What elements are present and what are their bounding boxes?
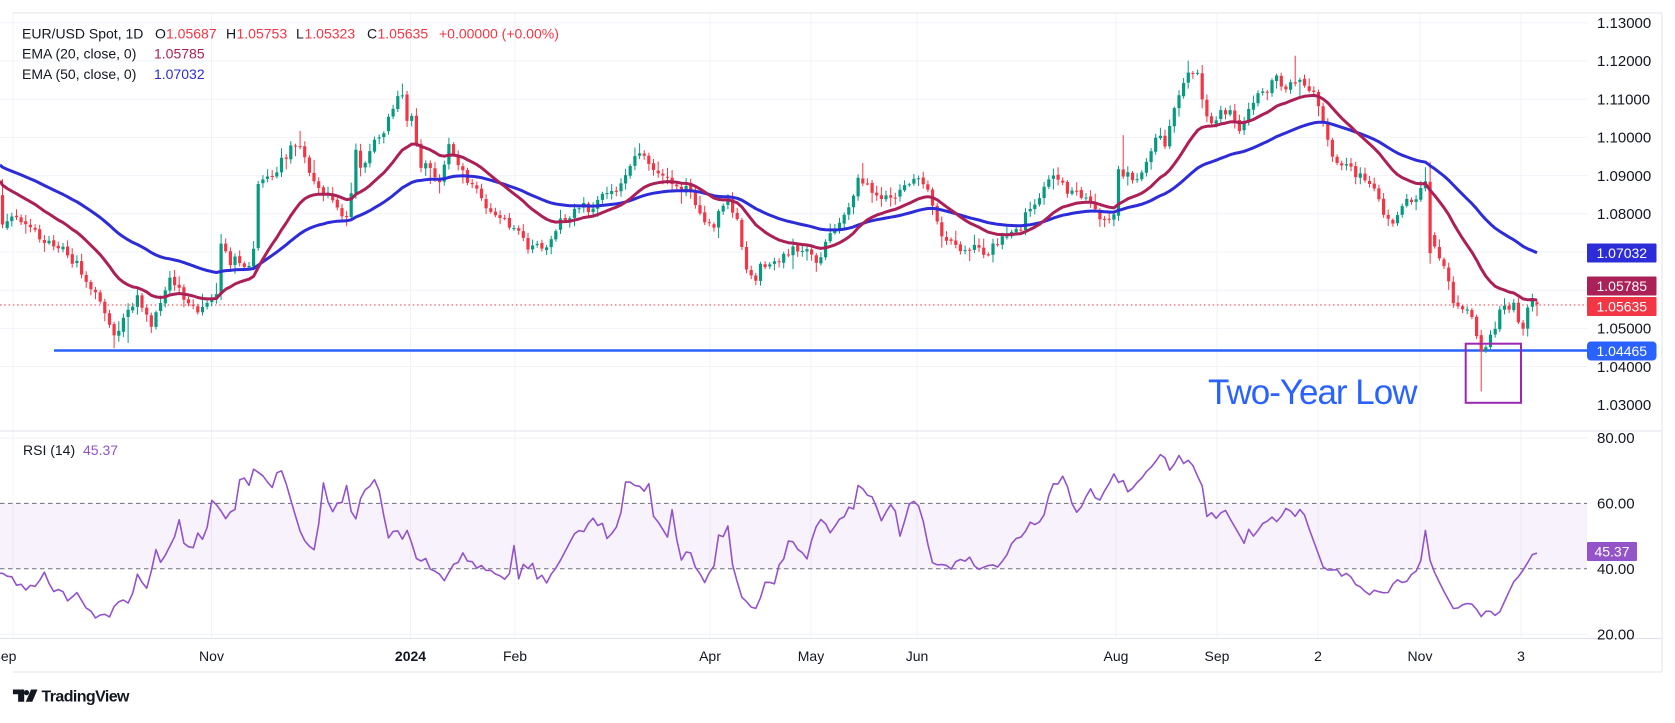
svg-text:EUR/USD Spot, 1D: EUR/USD Spot, 1D xyxy=(22,26,143,42)
svg-text:RSI (14): RSI (14) xyxy=(23,442,75,458)
svg-text:Aug: Aug xyxy=(1104,648,1129,664)
svg-text:1.04465: 1.04465 xyxy=(1596,343,1647,359)
svg-text:1.05000: 1.05000 xyxy=(1597,321,1651,338)
svg-text:C: C xyxy=(367,26,377,42)
svg-text:3: 3 xyxy=(1517,648,1525,664)
svg-text:60.00: 60.00 xyxy=(1597,496,1635,513)
svg-text:Apr: Apr xyxy=(699,648,721,664)
svg-text:1.12000: 1.12000 xyxy=(1597,53,1651,70)
svg-text:1.05753: 1.05753 xyxy=(237,26,288,42)
svg-text:Nov: Nov xyxy=(1408,648,1433,664)
svg-text:EMA (20, close, 0): EMA (20, close, 0) xyxy=(22,46,136,62)
svg-text:80.00: 80.00 xyxy=(1597,430,1635,447)
svg-text:Feb: Feb xyxy=(503,648,527,664)
svg-text:1.05687: 1.05687 xyxy=(166,26,217,42)
svg-text:1.05635: 1.05635 xyxy=(378,26,429,42)
svg-text:40.00: 40.00 xyxy=(1597,561,1635,578)
svg-text:O: O xyxy=(155,26,166,42)
svg-text:1.04000: 1.04000 xyxy=(1597,359,1651,376)
svg-text:+0.00000 (+0.00%): +0.00000 (+0.00%) xyxy=(439,26,559,42)
svg-text:1.11000: 1.11000 xyxy=(1597,91,1650,108)
svg-text:1.07032: 1.07032 xyxy=(1596,245,1647,261)
svg-text:Sep: Sep xyxy=(0,648,17,664)
svg-text:1.05323: 1.05323 xyxy=(305,26,356,42)
svg-text:1.05635: 1.05635 xyxy=(1596,299,1647,315)
svg-text:20.00: 20.00 xyxy=(1597,626,1635,643)
svg-text:1.09000: 1.09000 xyxy=(1597,168,1651,185)
svg-text:1.07032: 1.07032 xyxy=(154,66,205,82)
svg-text:2024: 2024 xyxy=(395,648,426,664)
svg-text:2: 2 xyxy=(1314,648,1322,664)
svg-text:EMA (50, close, 0): EMA (50, close, 0) xyxy=(22,66,136,82)
svg-text:1.13000: 1.13000 xyxy=(1597,15,1651,32)
svg-text:45.37: 45.37 xyxy=(83,442,118,458)
svg-text:L: L xyxy=(296,26,304,42)
svg-text:1.03000: 1.03000 xyxy=(1597,397,1651,414)
svg-text:Jun: Jun xyxy=(906,648,929,664)
svg-text:Nov: Nov xyxy=(199,648,224,664)
svg-text:Two-Year Low: Two-Year Low xyxy=(1208,373,1418,412)
svg-text:TradingView: TradingView xyxy=(42,688,131,705)
svg-text:May: May xyxy=(798,648,824,664)
svg-text:1.05785: 1.05785 xyxy=(154,46,205,62)
svg-text:H: H xyxy=(226,26,236,42)
svg-text:45.37: 45.37 xyxy=(1594,544,1629,560)
svg-text:Sep: Sep xyxy=(1205,648,1230,664)
svg-text:1.05785: 1.05785 xyxy=(1596,278,1647,294)
svg-text:1.10000: 1.10000 xyxy=(1597,130,1651,147)
svg-text:1.08000: 1.08000 xyxy=(1597,206,1651,223)
